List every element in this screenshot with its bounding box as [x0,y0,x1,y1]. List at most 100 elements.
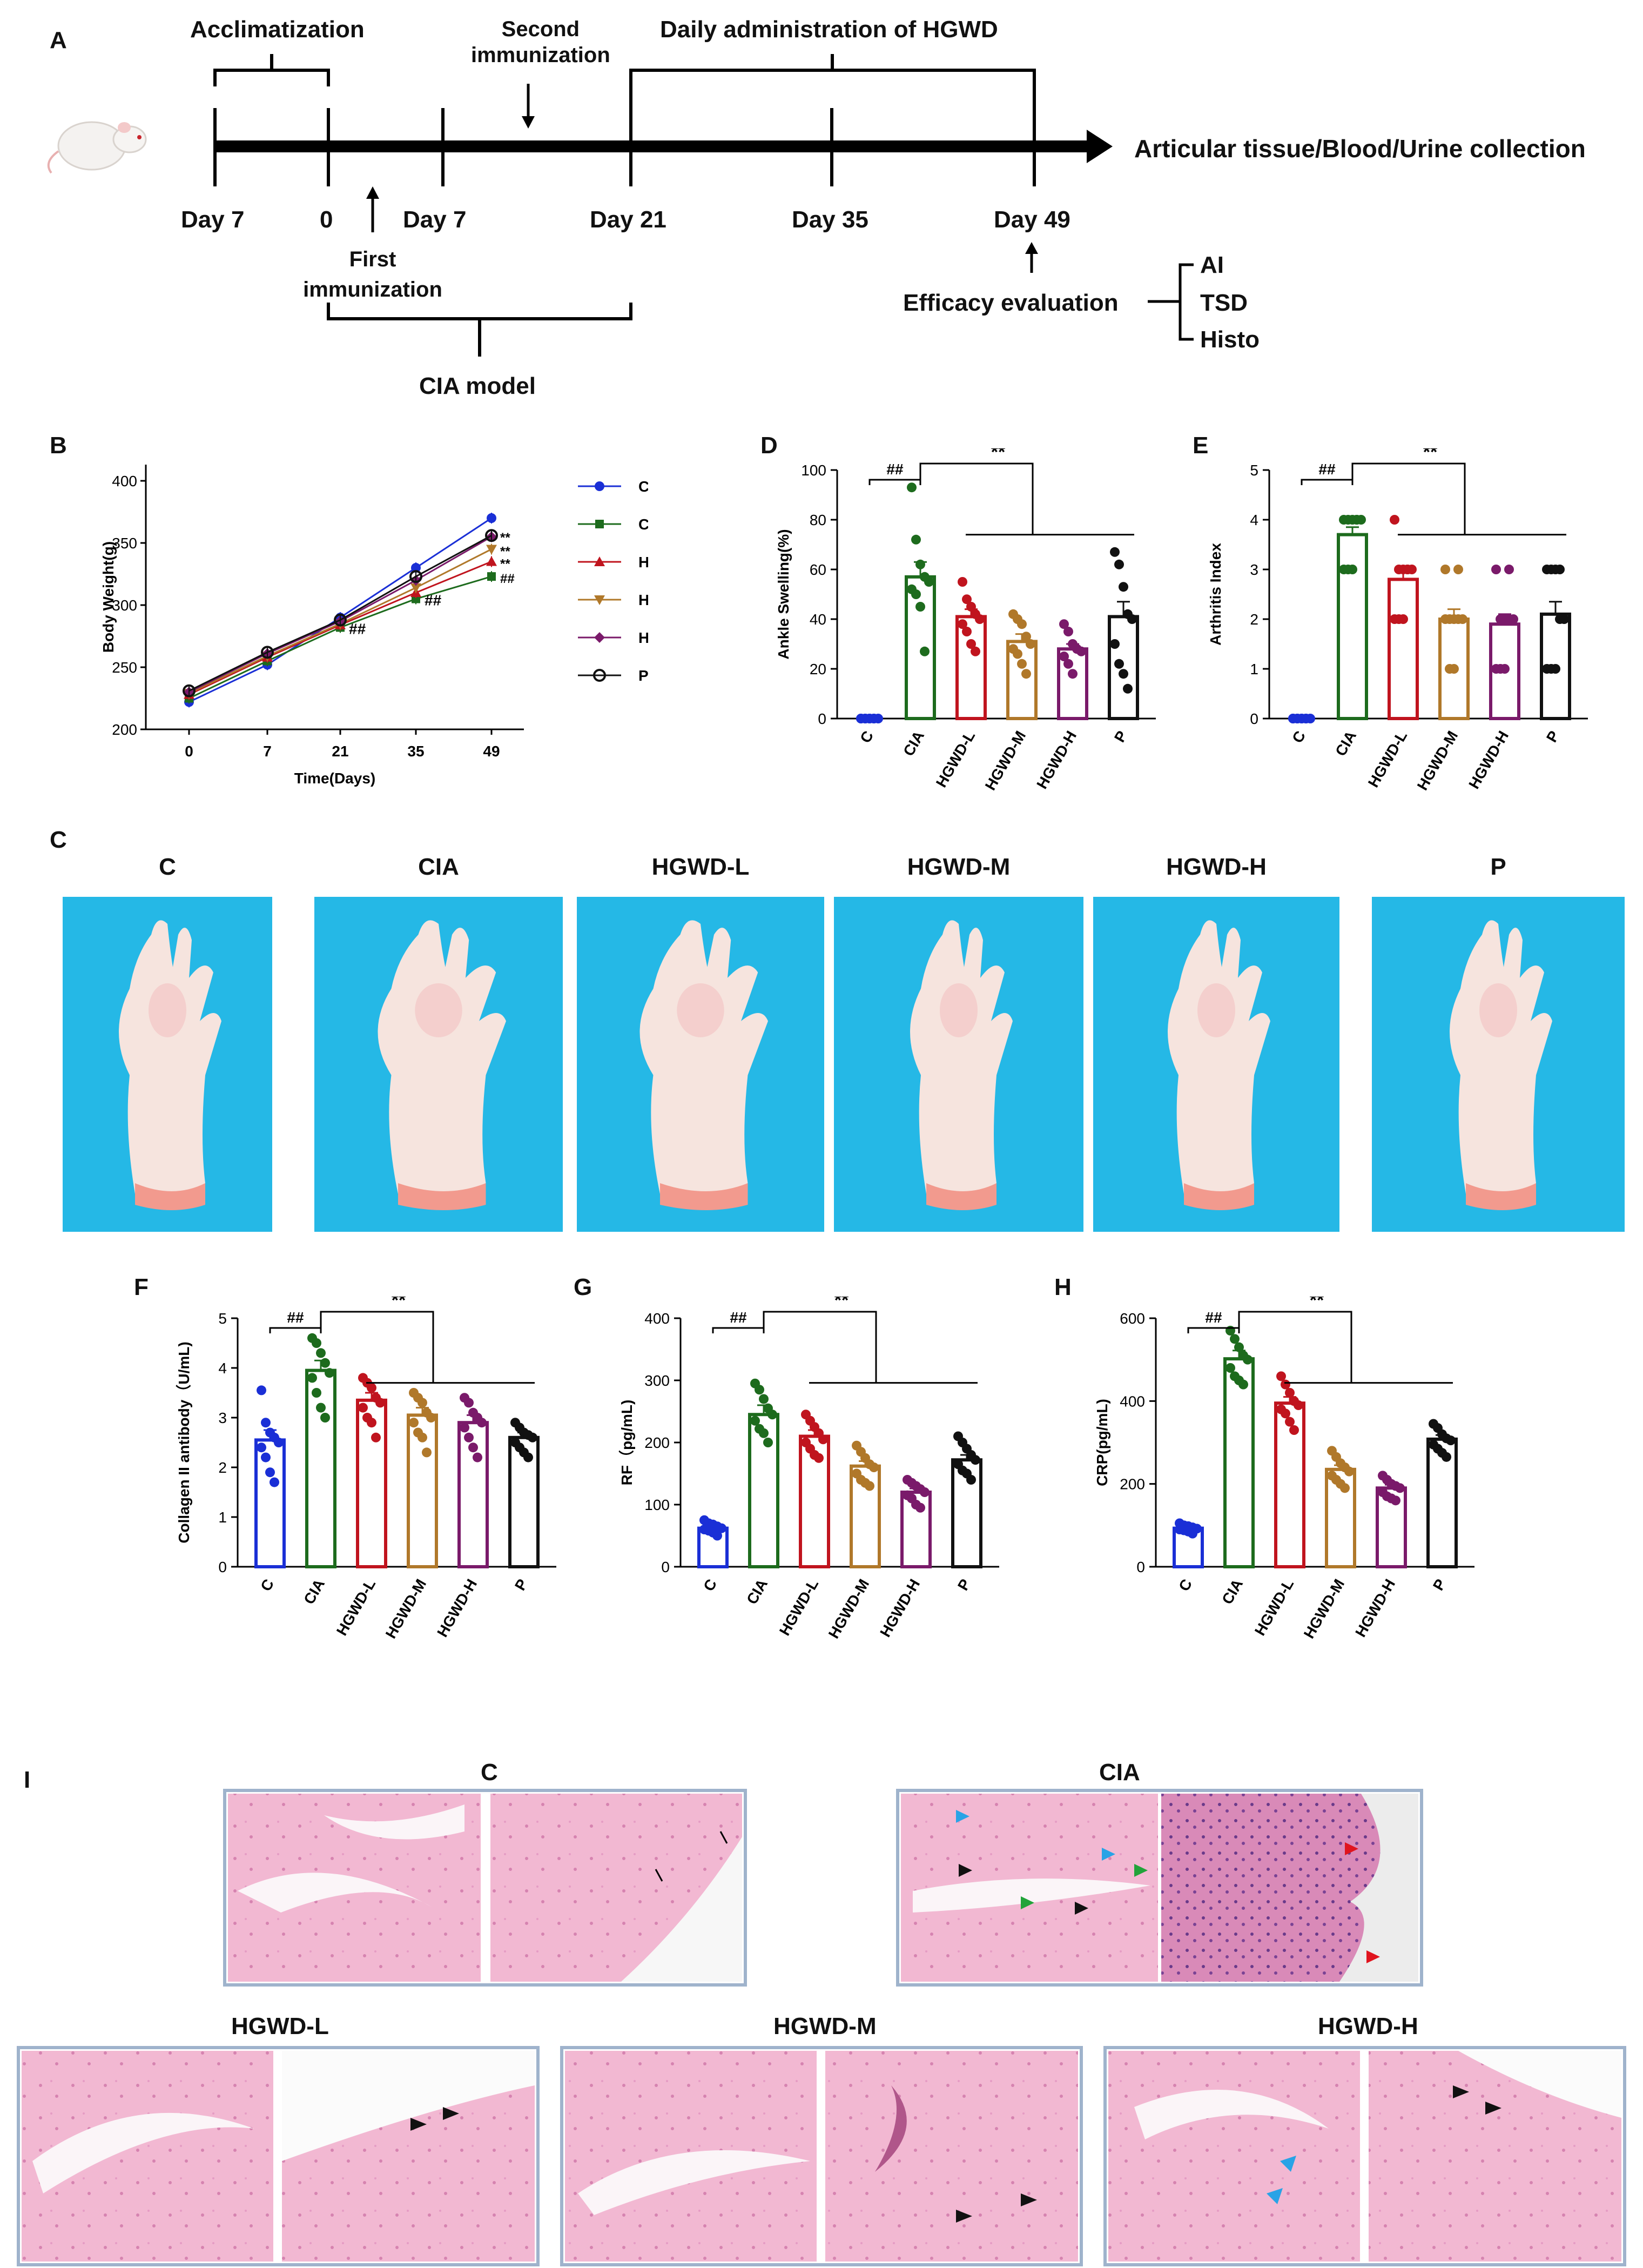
data-point [261,1418,271,1428]
y-axis-label: CRP(pg/mL) [1094,1399,1110,1486]
paw-shape [1168,920,1270,1210]
data-point [865,1481,874,1491]
histo-label-hgwd-m: HGWD-M [773,2013,877,2039]
data-point [1504,565,1514,574]
x-tick-label: HGWD-H [1033,728,1080,792]
data-point [759,1428,769,1438]
bar-group-c [856,714,883,723]
timeline-arrowhead [1087,130,1113,163]
sig-label-left: ## [730,1309,747,1326]
series-line [188,517,492,703]
y-tick-label: 100 [644,1497,670,1513]
bar-group-p [1540,565,1571,720]
data-point [1285,1417,1295,1427]
x-tick-label: C [257,1576,277,1594]
y-tick-label: 400 [112,473,137,489]
y-tick-label: 0 [218,1559,227,1575]
x-tick-label: C [857,728,877,746]
data-point [1398,614,1408,624]
sig-label-right: ** [991,448,1006,462]
y-tick-label: 2 [218,1459,227,1476]
paw-photo-hgwd-m [834,897,1083,1232]
bar [1388,578,1419,720]
data-point [1348,565,1357,574]
y-tick-label: 3 [1250,561,1258,578]
panel-label-i: I [24,1767,31,1793]
x-tick-label: HGWD-M [382,1576,429,1642]
data-point [1110,639,1120,649]
body-weight-chart: 200 250 300 350 400 0 7 21 35 49 Time(Days) Body We… [100,465,648,787]
sig-bracket-right [1351,462,1466,535]
legend-label: P [638,667,648,684]
collection-label: Articular tissue/Blood/Urine collection [1134,135,1586,163]
data-point [1281,1408,1290,1419]
data-point [367,1383,376,1393]
sig-label-right: ** [1423,448,1438,462]
bar-group-p [508,1418,540,1568]
efficacy-arrow [1025,242,1038,273]
y-tick-label: 350 [112,535,137,552]
acclimatization-label: Acclimatization [190,16,365,43]
data-point [418,1398,427,1408]
bar [356,1398,387,1569]
data-point [1559,614,1569,624]
paw-label-cia: CIA [418,854,459,880]
data-point [966,602,976,612]
data-point [1390,515,1399,525]
timeline-ticks [213,70,1036,186]
data-point [814,1453,824,1463]
sig-bracket-left [868,479,921,485]
data-point [1551,664,1560,674]
cia-model-bracket [327,303,632,357]
bar-group-p [951,1431,982,1569]
series-cia [185,571,496,704]
paw-label-hgwd-l: HGWD-L [651,854,750,880]
bar-group-hgwd-h [1489,565,1520,721]
data-point [962,627,972,636]
bar-group-hgwd-l [799,1410,830,1568]
data-point [422,1447,432,1458]
sig-bracket-right [763,1311,877,1383]
data-point [1123,683,1133,694]
rf-chart: 0 100 200 300 400 RF（pg/mL) C CIA HGWD-L HGWD-M HG… [618,1297,999,1641]
data-point [920,646,930,656]
data-point [1119,582,1128,592]
x-tick-label: P [1543,728,1563,746]
acclimatization-bracket [213,54,330,86]
paw-label-hgwd-h: HGWD-H [1166,854,1267,880]
data-point [410,583,421,593]
paw-shape [378,920,506,1210]
data-point [1491,565,1501,574]
panel-label-f: F [134,1274,149,1300]
legend-label: C [638,478,648,495]
x-tick-label: CIA [1218,1576,1246,1607]
y-tick-label: 400 [1120,1393,1145,1410]
data-point [1440,614,1450,624]
data-point [1063,659,1073,669]
data-point [183,684,196,697]
legend-label: CIA [638,516,648,533]
first-immunization-label: First immunization [303,247,442,301]
histology-hgwd-l [17,2046,540,2266]
data-point [1119,669,1128,679]
bar-group-hgwd-m [1006,609,1038,720]
x-tick-label: P [1111,728,1130,746]
y-tick-label: 0 [1136,1559,1145,1575]
histology-hgwd-h [1103,2046,1626,2266]
data-point [371,1432,381,1442]
series-p [183,529,498,697]
data-point [717,1523,726,1533]
cia-model-label: CIA model [419,373,536,399]
x-tick-label: CIA [1332,728,1359,759]
x-tick-label: HGWD-M [1414,728,1461,794]
sig-bracket-right [320,1311,434,1383]
bar [1108,615,1139,720]
data-point [755,1385,764,1395]
data-point [1021,632,1031,642]
data-point [485,529,498,542]
y-tick-label: 0 [818,710,826,727]
bar-group-hgwd-h [1376,1471,1407,1569]
y-tick-label: 1 [218,1509,227,1526]
